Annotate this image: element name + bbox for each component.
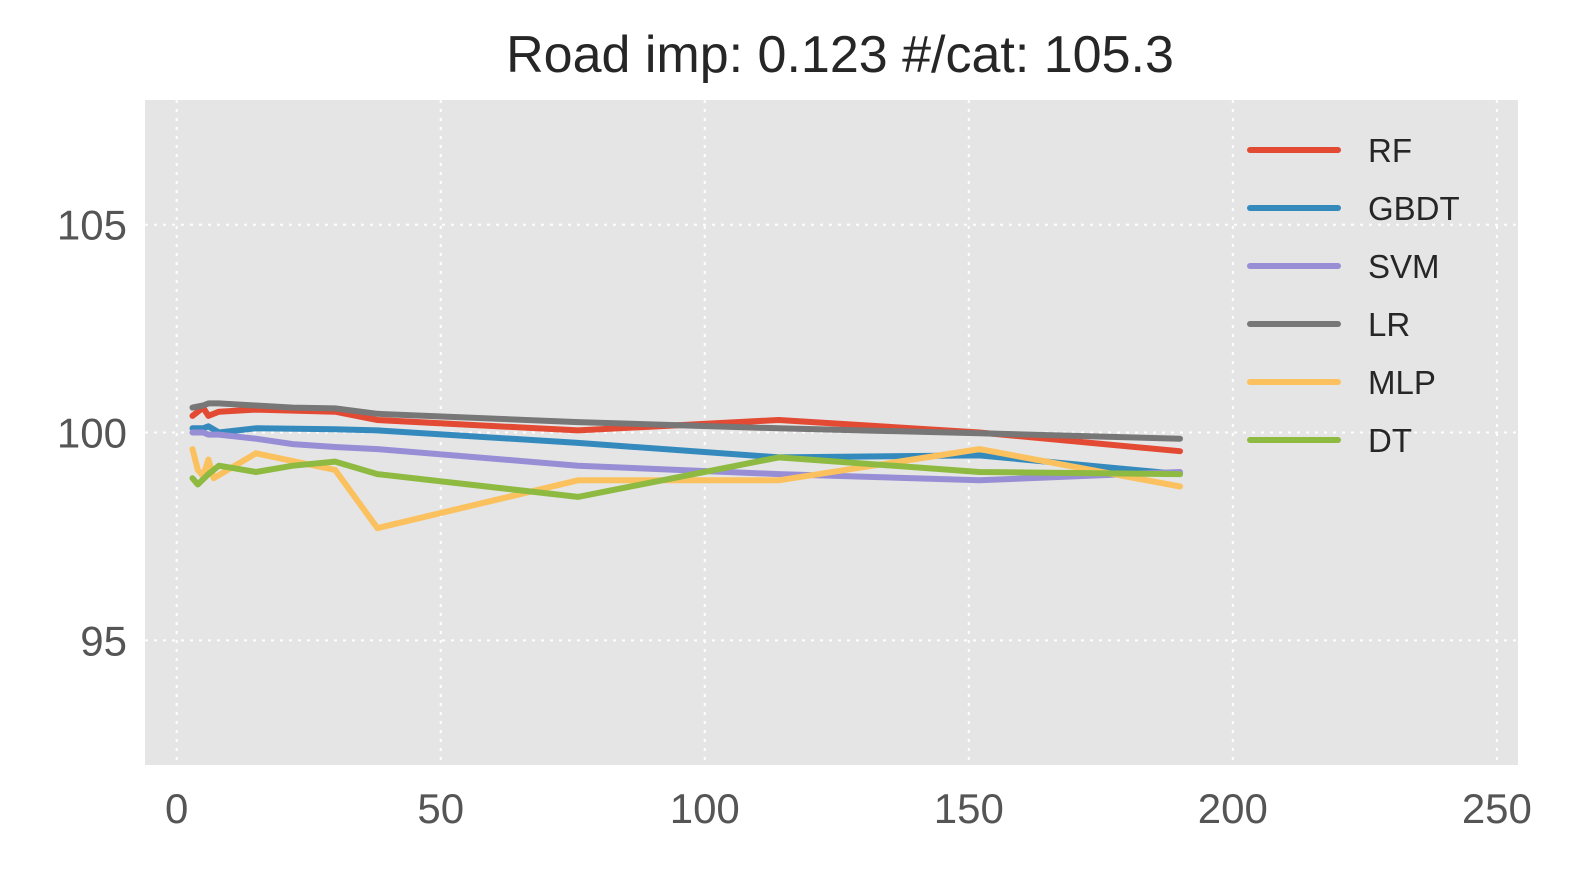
legend-label: LR	[1368, 306, 1410, 343]
series-lines	[189, 400, 1183, 532]
x-tick-label: 50	[417, 785, 464, 832]
legend-item-lr: LR	[1247, 306, 1410, 343]
y-tick-label: 105	[57, 202, 127, 249]
legend-item-gbdt: GBDT	[1247, 190, 1460, 227]
x-tick-label: 100	[670, 785, 740, 832]
legend-label: RF	[1368, 132, 1412, 169]
legend-label: GBDT	[1368, 190, 1460, 227]
chart-title: Road imp: 0.123 #/cat: 105.3	[506, 26, 1174, 84]
legend-item-rf: RF	[1247, 132, 1412, 169]
y-tick-label: 95	[80, 617, 127, 664]
series-line-rf	[189, 404, 1183, 455]
legend-item-svm: SVM	[1247, 248, 1440, 285]
legend-label: SVM	[1368, 248, 1440, 285]
y-tick-label: 100	[57, 410, 127, 457]
series-line-gbdt	[189, 423, 1183, 478]
y-axis-ticks: 95 100 105	[57, 202, 127, 665]
series-line-dt	[189, 454, 1183, 500]
x-tick-label: 0	[165, 785, 188, 832]
x-axis-ticks: 0 50 100 150 200 250	[165, 785, 1532, 832]
x-tick-label: 250	[1462, 785, 1532, 832]
legend-item-mlp: MLP	[1247, 364, 1436, 401]
series-line-mlp	[189, 446, 1183, 532]
series-line-lr	[189, 400, 1183, 442]
legend-label: DT	[1368, 422, 1412, 459]
legend-item-dt: DT	[1247, 422, 1412, 459]
legend-label: MLP	[1368, 364, 1436, 401]
x-tick-label: 150	[934, 785, 1004, 832]
x-tick-label: 200	[1198, 785, 1268, 832]
legend: RF GBDT SVM LR MLP DT	[1247, 132, 1460, 459]
